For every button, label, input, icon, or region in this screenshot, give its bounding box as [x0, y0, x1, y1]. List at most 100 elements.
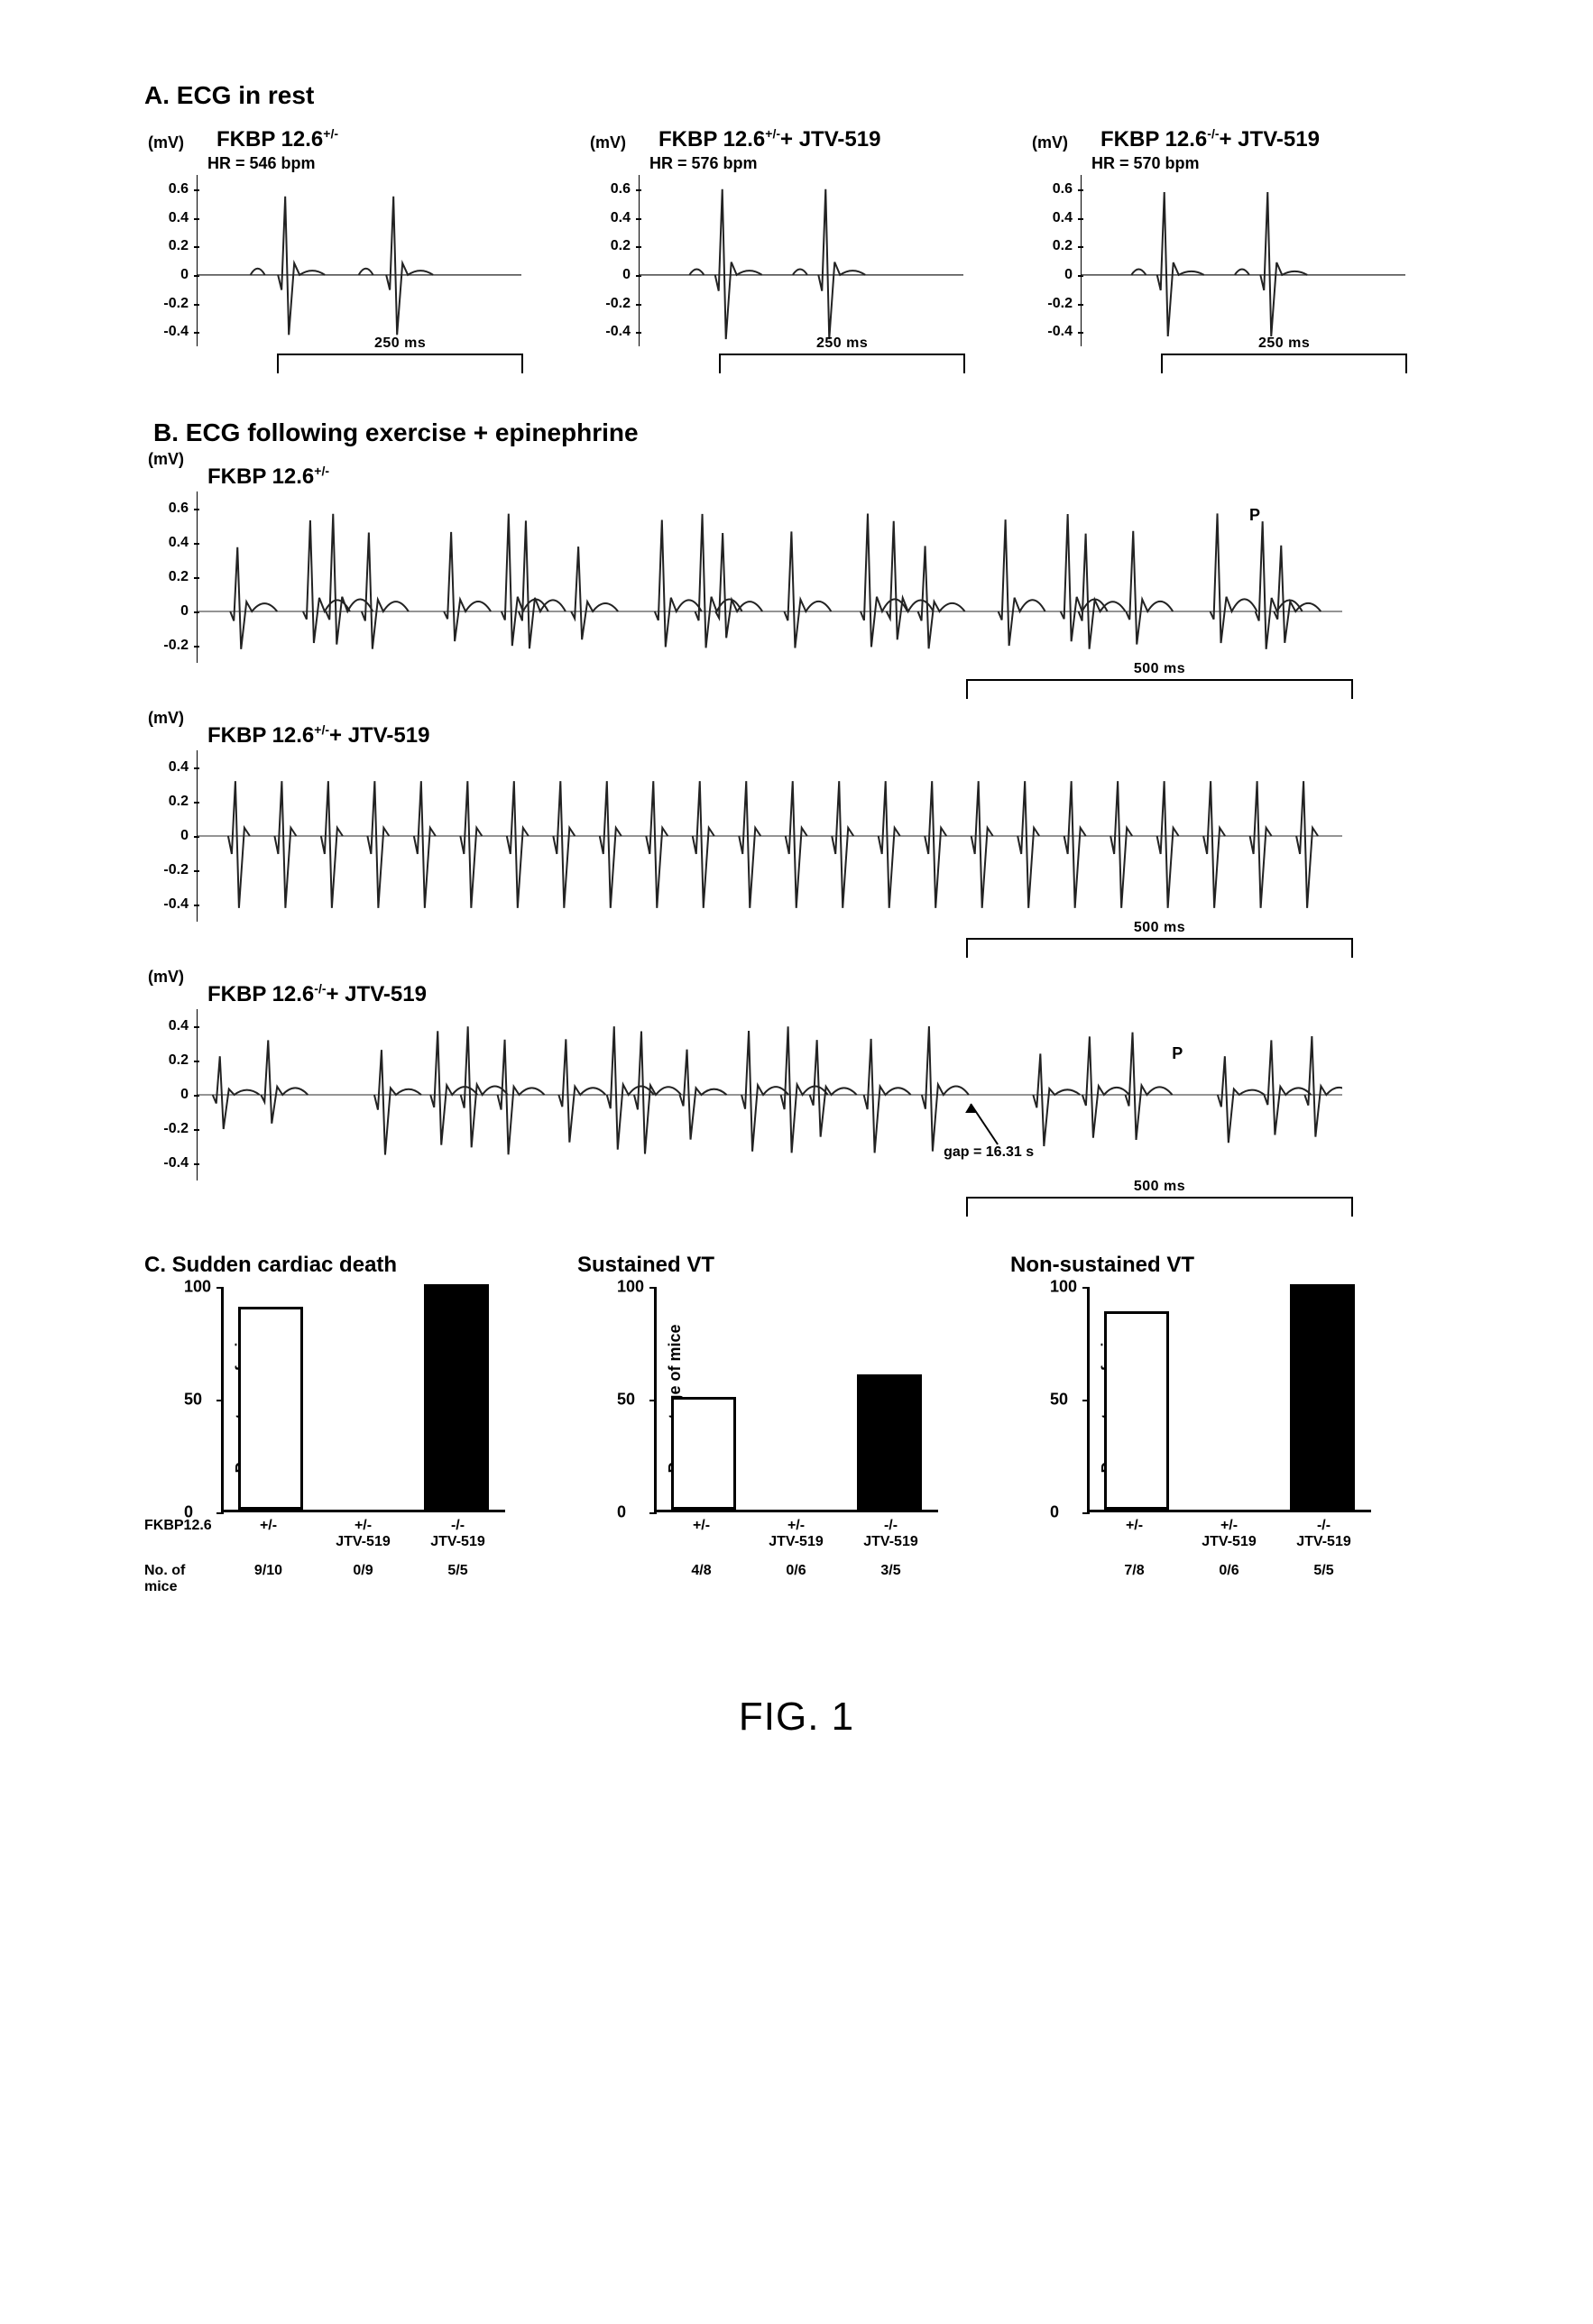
bar-chart: Non-sustained VT Percentage of mice050100…: [1010, 1253, 1371, 1595]
panel-c-row: C. Sudden cardiac death Percentage of mic…: [144, 1253, 1458, 1595]
bar-plot-area: Percentage of mice050100: [221, 1287, 505, 1512]
y-tick: 0.4: [611, 210, 631, 226]
ecg-small-plot: FKBP 12.6+/-HR = 546 bpm(mV)0.60.40.20-0…: [144, 126, 523, 373]
time-scale-label: 500 ms: [1134, 661, 1185, 676]
bar: [238, 1307, 303, 1510]
y-tick: 0.4: [169, 535, 189, 551]
y-axis-unit: (mV): [590, 133, 626, 152]
time-scale-bar: 250 ms: [277, 354, 523, 373]
bar-y-tick: 50: [617, 1391, 635, 1410]
y-tick: -0.4: [1047, 324, 1073, 340]
ecg-small-plot: FKBP 12.6-/-+ JTV-519HR = 570 bpm(mV)0.6…: [1028, 126, 1407, 373]
time-scale-label: 250 ms: [816, 335, 868, 351]
ecg-small-plot: FKBP 12.6+/-+ JTV-519 HR = 576 bpm (mV) 0.6…: [586, 126, 965, 373]
row-key: [1010, 1563, 1087, 1579]
y-axis-unit: (mV): [148, 968, 184, 987]
y-tick: 0.4: [169, 759, 189, 776]
bar-x-label: +/-: [1087, 1518, 1182, 1550]
y-tick: 0.2: [169, 1052, 189, 1069]
y-tick: 0.2: [1053, 238, 1073, 254]
bar-x-row-genotype: +/-+/-JTV-519-/-JTV-519: [577, 1518, 938, 1550]
bar-y-tick: 100: [1050, 1278, 1077, 1297]
bar-chart-title: Sustained VT: [577, 1253, 938, 1278]
bar-count-label: 4/8: [654, 1563, 749, 1579]
bar-count-label: 0/9: [316, 1563, 410, 1595]
ecg-canvas: P: [197, 1009, 1353, 1180]
y-tick: 0.4: [1053, 210, 1073, 226]
bar-y-tick: 0: [184, 1503, 193, 1522]
bar-y-tick: 50: [1050, 1391, 1068, 1410]
time-scale-label: 250 ms: [1258, 335, 1310, 351]
bar-x-row-counts: No. of mice9/100/95/5: [144, 1563, 505, 1595]
y-tick: -0.4: [605, 324, 631, 340]
y-tick: 0.6: [169, 501, 189, 517]
y-tick: -0.4: [163, 896, 189, 913]
ecg-plot-title: FKBP 12.6+/-+ JTV-519: [658, 126, 965, 152]
bar-chart-title: Non-sustained VT: [1010, 1253, 1371, 1278]
ecg-canvas: [639, 175, 965, 346]
bar: [1290, 1284, 1355, 1510]
bar-x-label: -/-JTV-519: [843, 1518, 938, 1550]
y-tick: 0: [622, 267, 631, 283]
y-tick: -0.2: [163, 862, 189, 878]
bar-y-tick: 100: [617, 1278, 644, 1297]
panel-b: B. ECG following exercise + epinephrine …: [144, 418, 1458, 1217]
time-scale-label: 500 ms: [1134, 1179, 1185, 1194]
y-tick: 0.2: [169, 794, 189, 810]
y-tick: 0: [180, 828, 189, 844]
bar-count-label: 0/6: [749, 1563, 843, 1579]
row-key: FKBP12.6: [144, 1518, 221, 1550]
bar: [671, 1397, 736, 1510]
y-axis: (mV)0.60.40.20-0.2-0.4: [144, 175, 194, 373]
ecg-plot-title: FKBP 12.6-/-+ JTV-519: [1100, 126, 1407, 152]
bar-count-label: 9/10: [221, 1563, 316, 1595]
row-key: No. of mice: [144, 1563, 221, 1595]
svg-text:P: P: [1249, 506, 1260, 524]
y-tick: 0: [180, 1087, 189, 1103]
y-tick: 0.2: [169, 569, 189, 585]
heart-rate-label: HR = 546 bpm: [207, 154, 523, 173]
time-scale-bar: 250 ms: [1161, 354, 1407, 373]
ecg-plot-area: (mV)0.60.40.20-0.2-0.4 250 ms: [144, 175, 523, 373]
figure-caption: FIG. 1: [135, 1695, 1458, 1740]
y-tick: 0: [1064, 267, 1073, 283]
y-tick: 0: [180, 603, 189, 620]
heart-rate-label: HR = 576 bpm: [649, 154, 965, 173]
y-axis: (mV)0.60.40.20-0.2-0.4: [586, 175, 636, 373]
y-tick: 0.4: [169, 1018, 189, 1034]
bar-x-label: +/-JTV-519: [1182, 1518, 1276, 1550]
panel-b-column: FKBP 12.6+/-(mV)0.60.40.20-0.2P500 msFKB…: [144, 464, 1458, 1217]
ecg-wide-plot: FKBP 12.6-/-+ JTV-519(mV)0.40.20-0.2-0.4…: [144, 981, 1353, 1217]
bar: [857, 1374, 922, 1510]
time-scale-bar: 500 ms: [966, 1197, 1353, 1217]
y-axis: (mV)0.60.40.20-0.2-0.4: [1028, 175, 1078, 373]
bar-chart: C. Sudden cardiac death Percentage of mic…: [144, 1253, 505, 1595]
bar-x-row-counts: 4/80/63/5: [577, 1563, 938, 1579]
bar-x-label: +/-: [654, 1518, 749, 1550]
bar: [424, 1284, 489, 1510]
bar-chart-title: C. Sudden cardiac death: [144, 1253, 505, 1278]
bar-plot-area: Percentage of mice050100: [1087, 1287, 1371, 1512]
bar-count-label: 0/6: [1182, 1563, 1276, 1579]
y-axis-unit: (mV): [148, 709, 184, 728]
ecg-canvas: [197, 175, 523, 346]
ecg-plot-area: (mV)0.40.20-0.2-0.4500 ms: [144, 750, 1353, 958]
panel-a-row: FKBP 12.6+/-HR = 546 bpm(mV)0.60.40.20-0…: [144, 126, 1458, 373]
y-axis: (mV)0.60.40.20-0.2: [144, 491, 194, 699]
panel-b-title: B. ECG following exercise + epinephrine: [153, 418, 1458, 447]
y-tick: 0.6: [611, 181, 631, 197]
bar-y-tick: 0: [617, 1503, 626, 1522]
bar-count-label: 7/8: [1087, 1563, 1182, 1579]
time-scale-bar: 250 ms: [719, 354, 965, 373]
bar-x-label: -/-JTV-519: [410, 1518, 505, 1550]
bar-x-row-genotype: FKBP12.6+/-+/-JTV-519-/-JTV-519: [144, 1518, 505, 1550]
y-tick: -0.2: [163, 638, 189, 654]
ecg-plot-area: (mV)0.60.40.20-0.2-0.4250 ms: [1028, 175, 1407, 373]
y-tick: -0.2: [605, 296, 631, 312]
ecg-plot-area: (mV)0.40.20-0.2-0.4gap = 16.31 sP500 ms: [144, 1009, 1353, 1217]
time-scale-label: 500 ms: [1134, 920, 1185, 935]
y-tick: 0.2: [611, 238, 631, 254]
y-tick: 0.4: [169, 210, 189, 226]
bar-x-label: +/-JTV-519: [749, 1518, 843, 1550]
time-scale-label: 250 ms: [374, 335, 426, 351]
